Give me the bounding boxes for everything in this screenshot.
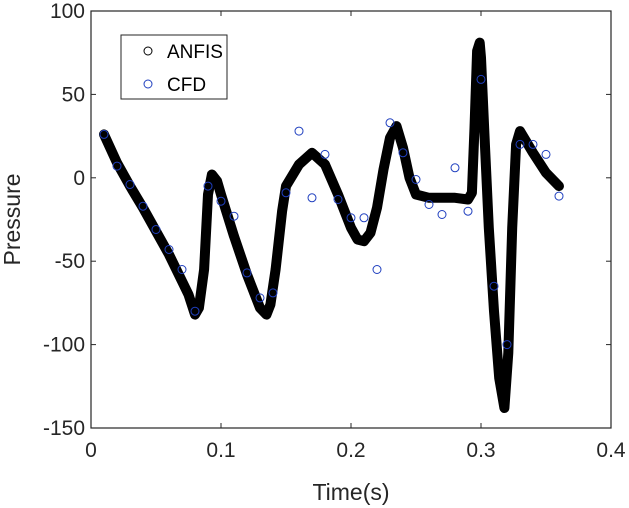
series-layer [99,37,564,413]
data-point-cfd [242,268,252,278]
data-point-cfd [372,265,382,274]
x-tick-label: 0.2 [336,439,365,462]
y-tick-label: -150 [43,417,85,440]
data-point-cfd [437,210,447,219]
legend: ANFIS CFD [120,34,228,100]
data-point-cfd [450,163,460,173]
data-point-cfd [463,206,473,216]
tick-labels-layer: 0 0.1 0.2 0.3 0.4 100 50 0 -50 -100 -150 [43,0,626,462]
ticks-layer [90,10,612,429]
legend-marker-anfis [143,46,153,56]
legend-box [120,34,228,100]
y-tick-label: -100 [43,334,85,357]
data-point-cfd [554,191,564,201]
data-point-cfd [541,149,551,159]
data-point-cfd [398,148,408,158]
data-point-cfd [216,196,226,206]
legend-marker-cfd [143,79,153,89]
data-point-cfd [346,213,356,223]
data-point-cfd [229,211,239,221]
data-point-cfd [203,181,213,191]
data-point-cfd [359,213,369,223]
data-point-cfd [294,126,304,136]
data-point-cfd [411,175,421,184]
y-tick-label: 50 [62,83,85,106]
data-point-cfd [268,288,278,298]
data-point-cfd [424,200,434,209]
data-point-cfd [307,193,317,203]
x-tick-label: 0.1 [206,439,235,462]
x-axis-title: Time(s) [312,479,389,505]
data-point-cfd [502,340,512,350]
data-point-cfd [99,129,109,139]
data-point-cfd [125,180,135,189]
x-tick-label: 0 [85,439,97,462]
data-point-cfd [164,245,174,254]
y-tick-label: 0 [73,167,85,190]
y-axis-title: Pressure [0,173,25,265]
data-point-cfd [177,265,187,274]
data-point-cfd [281,188,291,198]
data-point-cfd [190,306,200,316]
data-point-cfd [515,139,525,149]
data-point-cfd [528,139,538,149]
x-tick-label: 0.4 [596,439,626,462]
data-point-cfd [151,225,161,234]
data-point-cfd [489,281,499,291]
series-line-anfis [99,37,564,413]
data-point-cfd [138,201,148,211]
legend-label-anfis: ANFIS [167,42,223,63]
data-point-cfd [333,195,343,204]
data-point-cfd [476,74,486,84]
data-point-cfd [385,118,395,128]
data-point-cfd [320,149,330,159]
y-tick-label: 100 [50,0,85,23]
data-point-cfd [255,293,265,303]
x-tick-label: 0.3 [466,439,495,462]
y-tick-label: -50 [55,250,85,273]
data-point-cfd [112,161,122,171]
legend-label-cfd: CFD [167,75,206,96]
